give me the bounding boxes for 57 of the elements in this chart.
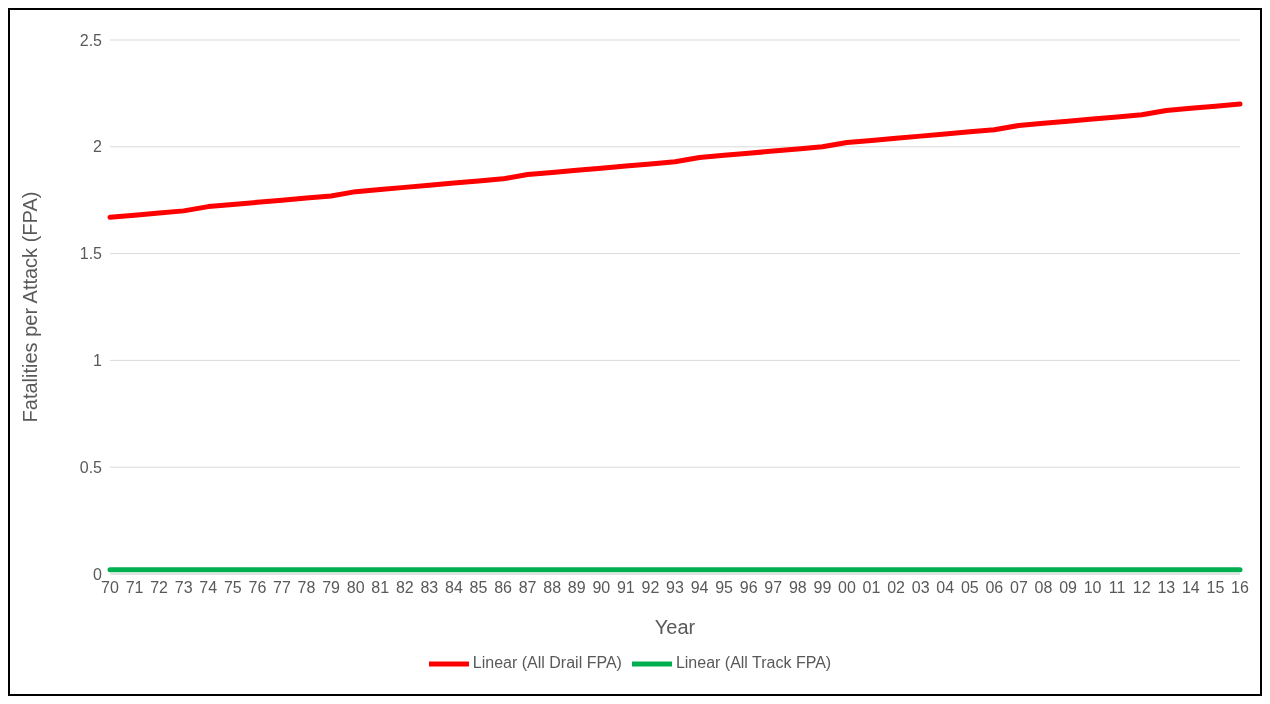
x-tick-label: 71: [125, 579, 144, 597]
x-tick-label: 12: [1132, 579, 1151, 597]
x-tick-label: 08: [1034, 579, 1053, 597]
x-tick-label: 92: [641, 579, 660, 597]
x-tick-label: 75: [223, 579, 242, 597]
y-axis-title: Fatalities per Attack (FPA): [19, 191, 42, 423]
x-tick-label: 03: [911, 579, 930, 597]
x-tick-label: 07: [1010, 579, 1028, 597]
x-tick-label: 05: [960, 579, 979, 597]
x-tick-label: 84: [445, 579, 463, 597]
x-tick-label: 15: [1206, 579, 1225, 597]
x-tick-label: 89: [567, 579, 586, 597]
x-tick-label: 16: [1231, 579, 1249, 597]
x-tick-label: 80: [346, 579, 365, 597]
x-tick-label: 11: [1108, 579, 1126, 597]
x-tick-label: 90: [592, 579, 611, 597]
x-tick-label: 00: [838, 579, 856, 597]
y-tick-label: 0: [93, 565, 103, 583]
x-tick-label: 97: [764, 579, 783, 597]
x-tick-label: 77: [273, 579, 291, 597]
y-tick-label: 0.5: [79, 458, 103, 476]
x-tick-label: 73: [174, 579, 193, 597]
x-tick-label: 96: [739, 579, 758, 597]
x-tick-label: 85: [469, 579, 488, 597]
x-tick-label: 91: [616, 579, 635, 597]
x-tick-label: 10: [1083, 579, 1102, 597]
x-tick-label: 88: [543, 579, 562, 597]
y-tick-label: 1.5: [79, 245, 103, 263]
x-tick-label: 13: [1157, 579, 1176, 597]
x-tick-label: 76: [248, 579, 267, 597]
x-tick-label: 04: [936, 579, 955, 597]
x-tick-label: 06: [985, 579, 1004, 597]
x-tick-label: 09: [1059, 579, 1078, 597]
x-axis-title: Year: [654, 616, 696, 638]
x-tick-label: 82: [395, 579, 414, 597]
x-tick-label: 93: [666, 579, 684, 597]
legend-label: Linear (All Drail FPA): [472, 654, 622, 672]
x-tick-label: 14: [1181, 579, 1200, 597]
x-tick-label: 74: [199, 579, 218, 597]
y-tick-label: 2.5: [79, 31, 103, 49]
x-tick-label: 87: [518, 579, 537, 597]
x-tick-label: 02: [887, 579, 906, 597]
x-tick-label: 86: [494, 579, 513, 597]
legend-label: Linear (All Track FPA): [675, 654, 832, 672]
y-tick-label: 1: [93, 352, 103, 370]
x-tick-label: 01: [862, 579, 881, 597]
x-tick-label: 98: [788, 579, 807, 597]
x-tick-label: 81: [371, 579, 390, 597]
x-tick-label: 95: [715, 579, 734, 597]
y-tick-label: 2: [93, 138, 103, 156]
x-tick-label: 78: [297, 579, 316, 597]
x-tick-label: 72: [150, 579, 169, 597]
x-tick-label: 99: [813, 579, 832, 597]
x-tick-label: 70: [101, 579, 119, 597]
x-tick-label: 83: [420, 579, 439, 597]
x-tick-label: 94: [690, 579, 709, 597]
x-tick-label: 79: [322, 579, 341, 597]
